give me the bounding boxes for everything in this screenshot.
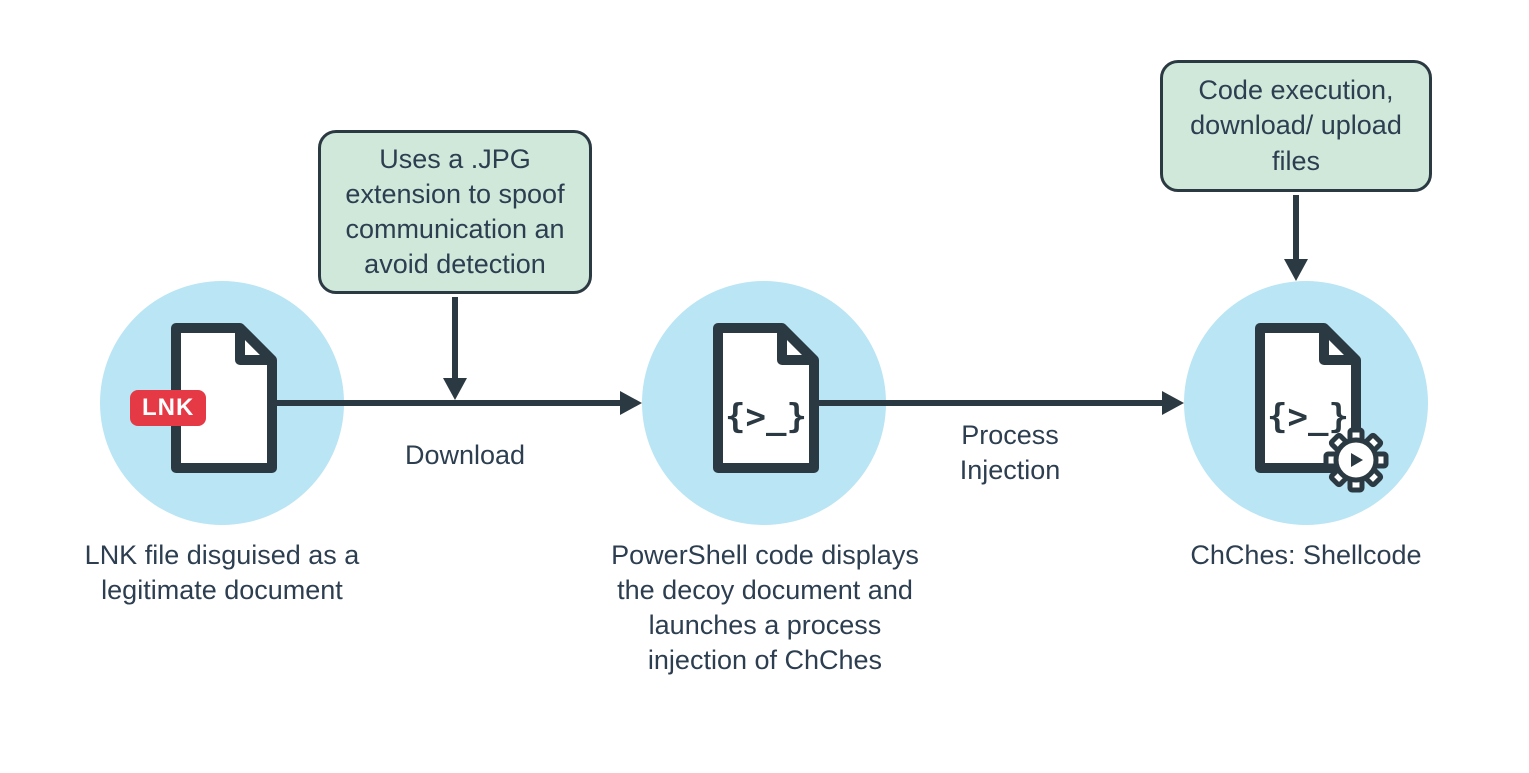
svg-text:{>_}: {>_} [1267,397,1349,437]
arrow2-line [814,400,1164,406]
arrow2-label: ProcessInjection [920,418,1100,488]
callout-exec-arrow-line [1293,195,1299,263]
callout-exec-arrow-head [1284,259,1308,281]
node3-doc-icon: {>_} [1244,320,1394,501]
callout-jpg-arrow-line [452,297,458,382]
node1-caption: LNK file disguised as a legitimate docum… [78,538,366,608]
callout-jpg-text: Uses a .JPG extension to spoof communica… [333,142,577,282]
arrow1-label: Download [375,438,555,473]
node2-doc-icon: {>_} [702,320,826,485]
callout-jpg-arrow-head [443,378,467,400]
callout-exec-text: Code execution, download/ upload files [1175,73,1417,178]
arrow1-line [272,400,622,406]
arrow1-head [620,391,642,415]
node2-caption: PowerShell code displays the decoy docum… [600,538,930,678]
node3-caption: ChChes: Shellcode [1156,538,1456,573]
lnk-badge: LNK [130,390,206,426]
svg-text:{>_}: {>_} [725,397,807,437]
callout-exec: Code execution, download/ upload files [1160,60,1432,192]
callout-jpg: Uses a .JPG extension to spoof communica… [318,130,592,294]
arrow2-head [1162,391,1184,415]
